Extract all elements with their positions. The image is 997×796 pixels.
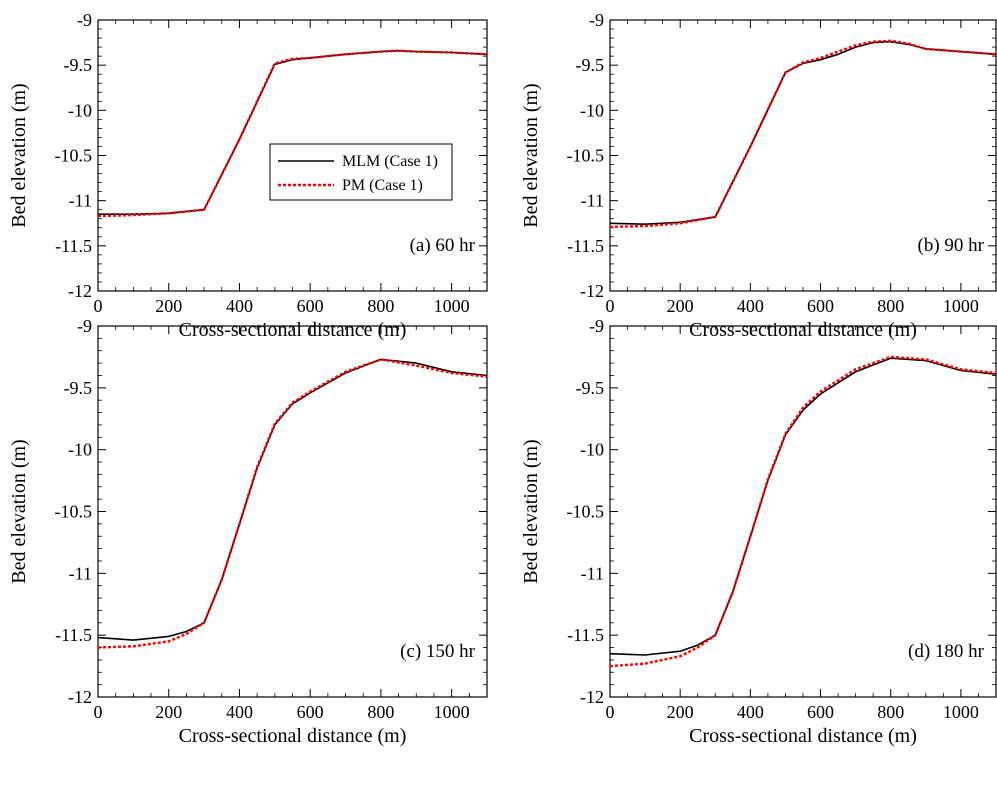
- y-tick-label: -9: [589, 10, 604, 30]
- series-line-mlm: [610, 357, 996, 656]
- x-tick-label: 200: [155, 296, 182, 316]
- legend-entry: MLM (Case 1): [342, 153, 438, 170]
- y-tick-label: -11: [581, 563, 604, 583]
- panel-label: (b) 90 hr: [918, 235, 985, 256]
- x-tick-label: 0: [606, 702, 615, 722]
- y-tick-label: -9: [77, 10, 92, 30]
- y-tick-label: -11: [69, 563, 92, 583]
- x-tick-label: 600: [807, 296, 834, 316]
- y-tick-label: -11.5: [55, 625, 92, 645]
- series-line-pm: [610, 355, 996, 668]
- x-tick-label: 600: [807, 702, 834, 722]
- series-line-mlm: [98, 358, 487, 641]
- x-tick-label: 1000: [943, 702, 979, 722]
- x-tick-label: 200: [667, 296, 694, 316]
- y-tick-label: -9: [589, 316, 604, 336]
- x-tick-label: 200: [667, 702, 694, 722]
- y-tick-label: -11.5: [567, 236, 604, 256]
- y-axis-label: Bed elevation (m): [8, 439, 30, 583]
- x-tick-label: 800: [367, 702, 394, 722]
- y-tick-label: -11: [581, 191, 604, 211]
- panel-label: (c) 150 hr: [400, 641, 476, 662]
- series-line-pm: [98, 358, 487, 649]
- x-tick-label: 600: [297, 296, 324, 316]
- x-tick-label: 600: [297, 702, 324, 722]
- y-tick-label: -9.5: [576, 55, 605, 75]
- y-tick-label: -9.5: [64, 55, 93, 75]
- y-tick-label: -9.5: [64, 378, 93, 398]
- legend: MLM (Case 1) PM (Case 1): [269, 143, 453, 201]
- series-line-pm: [610, 39, 996, 229]
- x-tick-label: 0: [94, 296, 103, 316]
- y-tick-label: -10.5: [55, 502, 93, 522]
- x-tick-label: 400: [737, 702, 764, 722]
- panel-label: (a) 60 hr: [410, 235, 476, 256]
- x-tick-label: 800: [877, 702, 904, 722]
- x-axis-label: Cross-sectional distance (m): [179, 725, 407, 747]
- y-tick-label: -10.5: [55, 146, 93, 166]
- y-axis-label: Bed elevation (m): [520, 439, 542, 583]
- y-tick-label: -11.5: [55, 236, 92, 256]
- x-tick-label: 800: [367, 296, 394, 316]
- y-tick-label: -10.5: [567, 146, 605, 166]
- y-tick-label: -10: [68, 440, 92, 460]
- series-line-pm: [98, 49, 487, 218]
- y-tick-label: -9.5: [576, 378, 605, 398]
- y-tick-label: -10: [68, 100, 92, 120]
- x-tick-label: 800: [877, 296, 904, 316]
- panel-label: (d) 180 hr: [908, 641, 985, 662]
- series-line-mlm: [610, 40, 996, 225]
- y-tick-label: -12: [580, 687, 604, 707]
- legend-box: [269, 143, 453, 201]
- x-axis-label: Cross-sectional distance (m): [689, 725, 917, 747]
- y-tick-label: -11.5: [567, 625, 604, 645]
- x-tick-label: 1000: [434, 702, 470, 722]
- x-tick-label: 400: [226, 702, 253, 722]
- y-tick-label: -9: [77, 316, 92, 336]
- x-tick-label: 1000: [943, 296, 979, 316]
- chart-panel-3: -9 -9.5 -10 -10.5 -11 -11.5 -120 200 400 600 800 10…: [520, 316, 997, 747]
- x-tick-label: 400: [226, 296, 253, 316]
- chart-panel-1: -9 -9.5 -10 -10.5 -11 -11.5 -120 200 400 600 800 10…: [520, 10, 997, 341]
- x-tick-label: 0: [94, 702, 103, 722]
- y-tick-label: -11: [69, 191, 92, 211]
- y-tick-label: -10: [580, 100, 604, 120]
- y-tick-label: -10: [580, 440, 604, 460]
- y-tick-label: -12: [580, 281, 604, 301]
- y-axis-label: Bed elevation (m): [8, 83, 30, 227]
- x-tick-label: 1000: [434, 296, 470, 316]
- y-tick-label: -12: [68, 281, 92, 301]
- x-tick-label: 200: [155, 702, 182, 722]
- x-tick-label: 400: [737, 296, 764, 316]
- chart-panel-2: -9 -9.5 -10 -10.5 -11 -11.5 -120 200 400 600 800 10…: [8, 316, 488, 747]
- legend-entry: PM (Case 1): [342, 177, 423, 194]
- y-tick-label: -12: [68, 687, 92, 707]
- y-axis-label: Bed elevation (m): [520, 83, 542, 227]
- chart-panel-0: -9 -9.5 -10 -10.5 -11 -11.5 -120 200 400 600 800 10…: [8, 10, 488, 341]
- y-tick-label: -10.5: [567, 502, 605, 522]
- x-tick-label: 0: [606, 296, 615, 316]
